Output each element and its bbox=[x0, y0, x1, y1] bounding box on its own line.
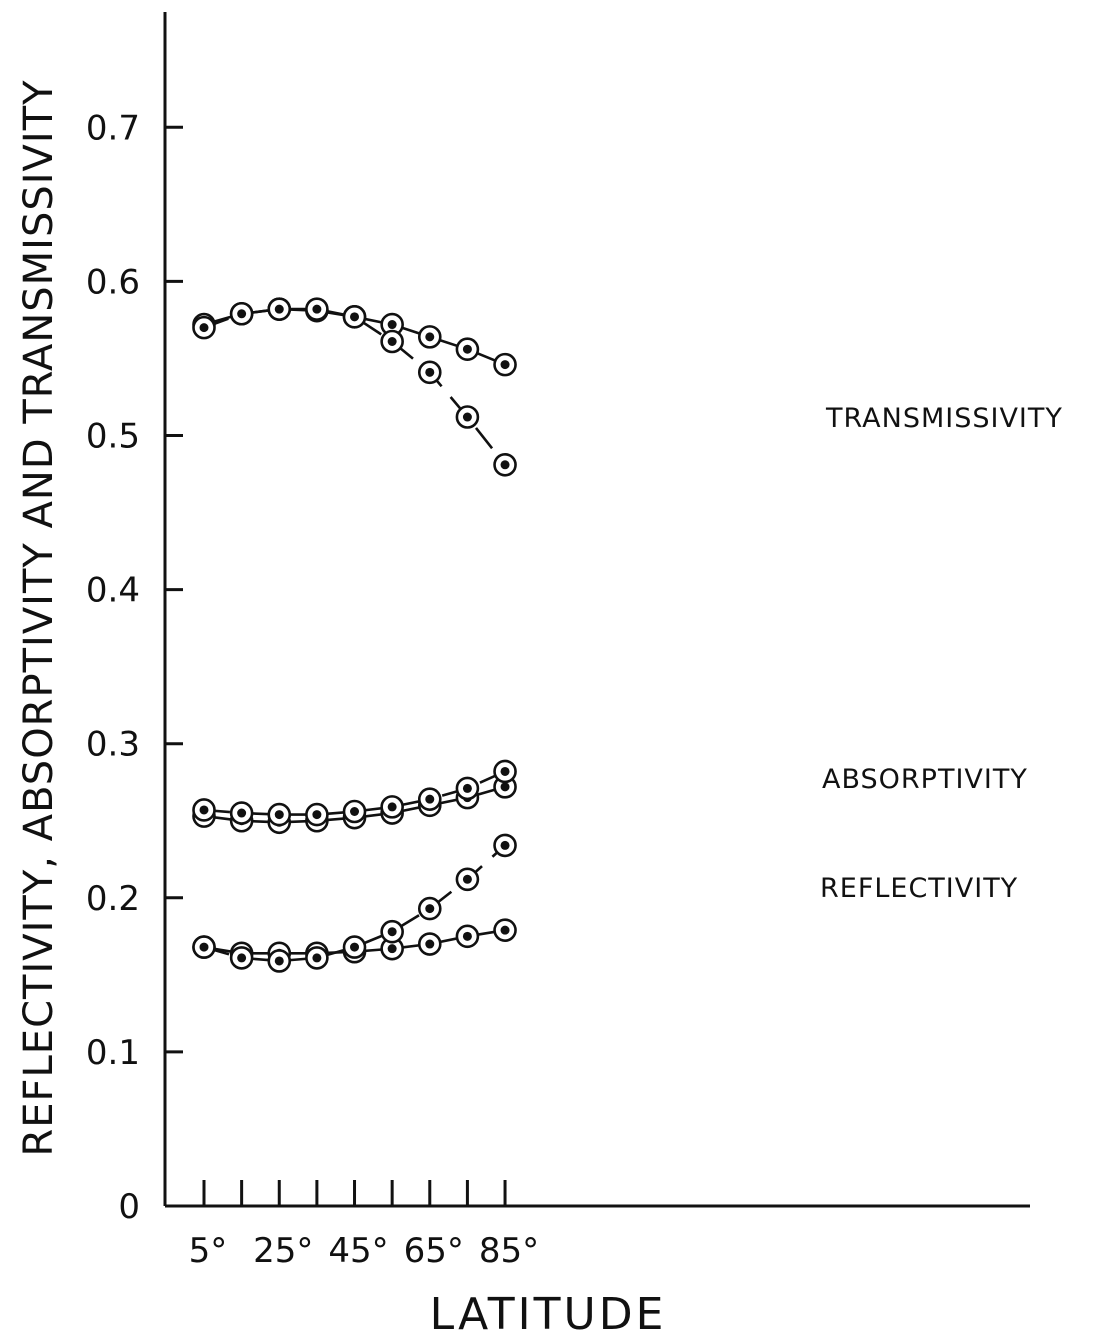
point-dot bbox=[500, 840, 510, 850]
point-dot bbox=[350, 312, 360, 322]
transmissivity-dashed-point bbox=[493, 452, 517, 477]
point-dot bbox=[237, 808, 247, 818]
y-tick-label: 0.6 bbox=[86, 262, 140, 302]
absorptivity-label: ABSORPTIVITY bbox=[822, 764, 1028, 795]
absorptivity-dashed-point bbox=[267, 802, 292, 827]
point-dot bbox=[425, 904, 435, 914]
point-dot bbox=[274, 304, 284, 314]
point-dot bbox=[387, 802, 397, 812]
point-dot bbox=[425, 367, 435, 377]
absorptivity-dashed-point bbox=[305, 802, 329, 827]
point-dot bbox=[462, 874, 472, 884]
reflectivity-label: REFLECTIVITY bbox=[820, 873, 1018, 904]
point-dot bbox=[462, 344, 472, 354]
point-dot bbox=[274, 810, 284, 820]
point-dot bbox=[312, 953, 322, 963]
point-dot bbox=[350, 942, 360, 952]
x-tick-label: 65° bbox=[404, 1231, 464, 1271]
point-dot bbox=[425, 332, 435, 342]
x-tick-label: 85° bbox=[479, 1231, 539, 1271]
point-dot bbox=[387, 320, 397, 330]
point-dot bbox=[500, 925, 510, 935]
labels-layer: REFLECTIVITY, ABSORPTIVITY AND TRANSMISS… bbox=[16, 79, 1063, 1337]
point-dot bbox=[199, 323, 209, 333]
point-dot bbox=[425, 794, 435, 804]
point-dot bbox=[387, 927, 397, 937]
point-dot bbox=[462, 783, 472, 793]
reflectivity-dashed-point bbox=[493, 833, 517, 858]
absorptivity-dashed-point bbox=[455, 776, 480, 801]
transmissivity-dashed-point bbox=[229, 301, 254, 326]
transmissivity-dashed-point bbox=[417, 360, 442, 385]
absorptivity-dashed-line bbox=[203, 770, 506, 816]
y-tick-label: 0.5 bbox=[86, 417, 140, 457]
reflectivity-dashed-point bbox=[417, 896, 442, 921]
x-axis-label: LATITUDE bbox=[430, 1289, 667, 1337]
point-dot bbox=[350, 807, 360, 817]
reflectivity-dashed-line bbox=[203, 844, 506, 963]
absorptivity-dashed-point bbox=[380, 795, 404, 819]
reflectivity-dashed-point bbox=[305, 946, 329, 970]
y-tick-label: 0.1 bbox=[86, 1033, 140, 1073]
absorptivity-dashed-point bbox=[192, 798, 216, 822]
transmissivity-dashed-point bbox=[342, 305, 367, 329]
series-layer bbox=[192, 297, 517, 973]
reflectivity-dashed-point bbox=[380, 919, 404, 944]
transmissivity-dashed-point bbox=[267, 297, 292, 321]
point-dot bbox=[500, 782, 510, 792]
reflectivity-solid-point bbox=[455, 924, 480, 949]
reflectivity-dashed-point bbox=[229, 946, 254, 970]
point-dot bbox=[425, 939, 435, 949]
transmissivity-solid-point bbox=[455, 337, 480, 362]
transmissivity-solid-point bbox=[417, 325, 442, 349]
reflectivity-dashed-point bbox=[267, 949, 292, 973]
point-dot bbox=[312, 810, 322, 820]
absorptivity-dashed-point bbox=[229, 801, 254, 825]
transmissivity-dashed-point bbox=[455, 405, 480, 429]
point-dot bbox=[312, 304, 322, 314]
point-dot bbox=[462, 412, 472, 422]
point-dot bbox=[237, 309, 247, 319]
point-dot bbox=[387, 336, 397, 346]
x-tick-label: 45° bbox=[328, 1231, 388, 1271]
point-dot bbox=[237, 953, 247, 963]
transmissivity-dashed-line bbox=[203, 307, 507, 466]
axes: 0 0.1 0.2 0.3 0.4 0.5 0.6 0.7 5° 25° 45° 65° 85° bbox=[86, 12, 1030, 1271]
absorptivity-dashed-point bbox=[417, 787, 442, 811]
reflectivity-solid-point bbox=[417, 932, 442, 956]
y-tick-label: 0 bbox=[118, 1187, 140, 1227]
reflectivity-dashed-point bbox=[192, 935, 216, 959]
x-tick-label: 25° bbox=[253, 1231, 313, 1271]
transmissivity-dashed-point bbox=[192, 315, 216, 340]
absorptivity-dashed-point bbox=[342, 799, 367, 824]
transmissivity-label: TRANSMISSIVITY bbox=[825, 403, 1063, 434]
y-axis-label: REFLECTIVITY, ABSORPTIVITY AND TRANSMISS… bbox=[16, 79, 62, 1156]
transmissivity-dashed-point bbox=[380, 329, 404, 354]
absorptivity-dashed-point bbox=[493, 759, 517, 784]
y-tick-label: 0.2 bbox=[86, 879, 140, 919]
point-dot bbox=[500, 460, 510, 470]
y-tick-label: 0.7 bbox=[86, 108, 140, 148]
reflectivity-solid-point bbox=[493, 918, 517, 942]
point-dot bbox=[199, 942, 209, 952]
x-tick-label: 5° bbox=[189, 1231, 228, 1271]
point-dot bbox=[387, 944, 397, 954]
point-dot bbox=[500, 360, 510, 370]
point-dot bbox=[500, 766, 510, 776]
point-dot bbox=[462, 931, 472, 941]
reflectivity-solid-point bbox=[380, 936, 404, 961]
y-tick-label: 0.4 bbox=[86, 571, 140, 611]
point-dot bbox=[199, 805, 209, 815]
reflectivity-dashed-point bbox=[455, 867, 480, 892]
point-dot bbox=[274, 956, 284, 966]
y-tick-label: 0.3 bbox=[86, 725, 140, 765]
transmissivity-solid-point bbox=[493, 352, 517, 377]
reflectivity-dashed-point bbox=[342, 935, 367, 959]
transmissivity-dashed-point bbox=[305, 297, 329, 321]
